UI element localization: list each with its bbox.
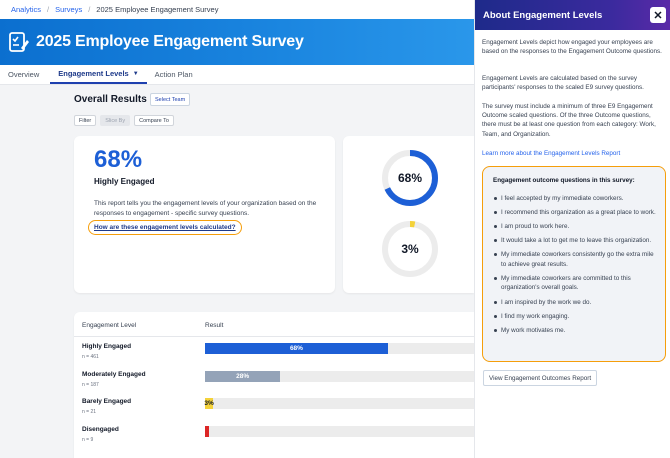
panel-title: About Engagement Levels: [483, 9, 603, 21]
list-item: My immediate coworkers consistently go t…: [493, 250, 657, 269]
donut-card: 68% 3%: [343, 136, 474, 293]
outcome-questions-box: Engagement outcome questions in this sur…: [482, 166, 666, 362]
tab-label: Engagement Levels: [58, 69, 129, 78]
highly-engaged-label: Highly Engaged: [94, 177, 155, 186]
result-bar-track: 3%: [204, 398, 474, 409]
result-bar-fill: 68%: [205, 343, 388, 354]
breadcrumb-link-surveys[interactable]: Surveys: [55, 5, 83, 14]
report-tabs: Overview Engagement Levels ▼ Action Plan: [0, 65, 474, 85]
header-divider: [74, 336, 474, 337]
learn-more-link[interactable]: Learn more about the Engagement Levels R…: [482, 150, 621, 157]
list-item: I find my work engaging.: [493, 312, 657, 322]
view-outcomes-report-button[interactable]: View Engagement Outcomes Report: [483, 370, 598, 386]
questions-list: I feel accepted by my immediate coworker…: [493, 194, 657, 340]
panel-header: About Engagement Levels ✕: [475, 0, 670, 30]
list-item: It would take a lot to get me to leave t…: [493, 236, 657, 246]
row-count: n = 9: [82, 437, 94, 443]
result-bar-fill: [205, 426, 210, 437]
survey-clipboard-icon: [6, 30, 30, 54]
result-bar-track: 68%: [205, 343, 474, 354]
chevron-down-icon: ▼: [132, 70, 139, 77]
column-header-level: Engagement Level: [82, 322, 137, 329]
tab-action-plan[interactable]: Action Plan: [147, 65, 201, 84]
questions-title: Engagement outcome questions in this sur…: [493, 177, 635, 184]
column-header-result: Result: [205, 322, 224, 329]
tab-overview[interactable]: Overview: [0, 65, 47, 84]
result-bar-track: [205, 426, 474, 437]
list-item: I feel accepted by my immediate coworker…: [493, 194, 657, 204]
row-level-label: Barely Engaged: [82, 398, 132, 405]
tab-engagement-levels[interactable]: Engagement Levels ▼: [50, 65, 147, 84]
donut-arc: [382, 150, 438, 206]
list-item: My work motivates me.: [493, 326, 657, 336]
donut-highly-engaged: 68%: [381, 149, 439, 209]
panel-paragraph: Engagement Levels are calculated based o…: [482, 75, 644, 92]
section-title: Overall Results: [74, 94, 147, 105]
panel-paragraph: Engagement Levels depict how engaged you…: [482, 39, 662, 56]
breadcrumb-separator: /: [88, 5, 91, 14]
result-bar-fill: 28%: [205, 371, 281, 382]
filter-button[interactable]: Filter: [74, 115, 97, 126]
highly-engaged-percent: 68%: [94, 146, 143, 173]
breadcrumb: Analytics / Surveys / 2025 Employee Enga…: [0, 0, 474, 19]
row-count: n = 21: [82, 409, 97, 415]
row-count: n = 461: [82, 354, 99, 360]
result-bar-label: 3%: [204, 400, 214, 407]
close-icon[interactable]: ✕: [650, 7, 666, 23]
summary-description: This report tells you the engagement lev…: [94, 200, 317, 217]
list-item: My immediate coworkers are committed to …: [493, 274, 657, 293]
slice-by-button[interactable]: Slice By: [100, 115, 131, 126]
result-bar-label: 28%: [236, 373, 250, 380]
about-engagement-panel: About Engagement Levels ✕ Engagement Lev…: [474, 0, 670, 458]
result-bar-track: 28%: [205, 371, 474, 382]
breadcrumb-link-analytics[interactable]: Analytics: [11, 5, 42, 14]
list-item: I am inspired by the work we do.: [493, 298, 657, 308]
breadcrumb-current: 2025 Employee Engagement Survey: [96, 5, 219, 14]
list-item: I recommend this organization as a great…: [493, 208, 657, 218]
panel-paragraph: The survey must include a minimum of thr…: [482, 103, 656, 138]
survey-banner: 2025 Employee Engagement Survey: [0, 19, 474, 65]
filter-toolbar: Filter Slice By Compare To: [74, 115, 174, 126]
donut-label: 3%: [401, 242, 419, 256]
row-count: n = 187: [82, 382, 99, 388]
donut-label: 68%: [397, 171, 423, 185]
result-bar-label: 68%: [289, 345, 303, 352]
row-level-label: Moderately Engaged: [82, 371, 146, 378]
page-title: 2025 Employee Engagement Survey: [36, 33, 304, 50]
list-item: I am proud to work here.: [493, 222, 657, 232]
tab-label: Action Plan: [154, 70, 193, 79]
donut-barely-engaged: 3%: [381, 220, 439, 280]
tab-label: Overview: [8, 70, 40, 79]
select-team-button[interactable]: Select Team: [150, 93, 191, 106]
calculation-info-link[interactable]: How are these engagement levels calculat…: [88, 220, 242, 235]
row-level-label: Highly Engaged: [82, 343, 132, 350]
donut-arc: [382, 221, 438, 277]
engagement-table: Engagement Level Result Highly Engaged n…: [74, 312, 474, 458]
result-bar-fill: 3%: [204, 398, 214, 409]
breadcrumb-separator: /: [47, 5, 50, 14]
compare-to-button[interactable]: Compare To: [134, 115, 174, 126]
row-level-label: Disengaged: [82, 426, 119, 433]
summary-card: 68% Highly Engaged This report tells you…: [74, 136, 335, 293]
